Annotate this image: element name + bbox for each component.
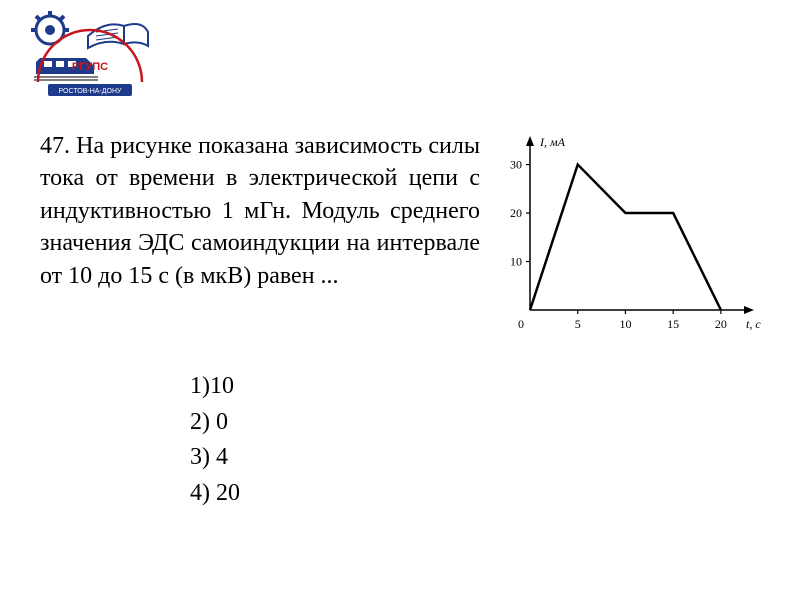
svg-text:10: 10 <box>619 317 631 331</box>
svg-text:20: 20 <box>510 206 522 220</box>
logo-text-top: РГУПС <box>72 61 108 73</box>
svg-text:0: 0 <box>518 317 524 331</box>
svg-text:10: 10 <box>510 255 522 269</box>
svg-text:30: 30 <box>510 158 522 172</box>
answer-option-2: 2) 0 <box>190 406 240 440</box>
answer-option-1: 1)10 <box>190 370 240 404</box>
question-text: 47. На рисунке показана зависимость силы… <box>40 130 480 292</box>
answer-options: 1)10 2) 0 3) 4 4) 20 <box>190 370 240 512</box>
answer-option-4: 4) 20 <box>190 477 240 511</box>
svg-text:5: 5 <box>575 317 581 331</box>
svg-text:I, мА: I, мА <box>539 135 566 149</box>
svg-text:20: 20 <box>715 317 727 331</box>
current-vs-time-chart: 10 20 30 0 5 10 15 20 I, мА t, с <box>490 130 770 340</box>
answer-option-3: 3) 4 <box>190 441 240 475</box>
logo-text-bottom: РОСТОВ-НА-ДОНУ <box>59 88 122 95</box>
logo: РГУПС РОСТОВ-НА-ДОНУ <box>30 10 150 100</box>
svg-text:15: 15 <box>667 317 679 331</box>
svg-text:t, с: t, с <box>746 317 761 331</box>
